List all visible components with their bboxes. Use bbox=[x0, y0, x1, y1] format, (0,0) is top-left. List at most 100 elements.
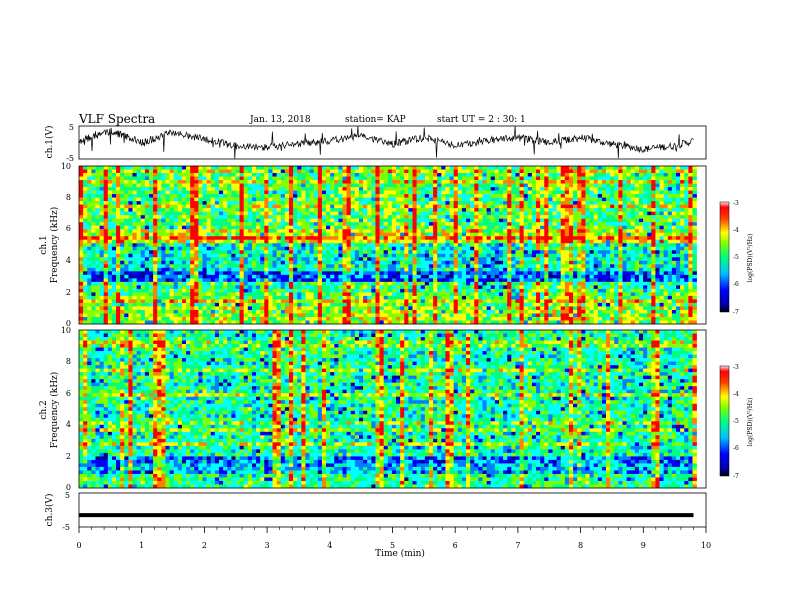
spectrogram-cell bbox=[330, 253, 335, 258]
spectrogram-cell bbox=[597, 267, 603, 272]
spectrogram-cell bbox=[680, 274, 685, 279]
spectrogram-cell bbox=[552, 253, 557, 258]
spectrogram-cell bbox=[194, 278, 199, 283]
spectrogram-cell bbox=[342, 204, 347, 209]
spectrogram-cell bbox=[610, 222, 615, 226]
spectrogram-cell bbox=[577, 218, 582, 223]
spectrogram-cell bbox=[527, 183, 533, 188]
spectrogram-cell bbox=[507, 190, 512, 195]
spectrogram-cell bbox=[375, 215, 380, 219]
spectrogram-cell bbox=[116, 197, 121, 202]
spectrogram-cell bbox=[680, 169, 685, 174]
spectrogram-cell bbox=[597, 208, 603, 212]
spectrogram-cell bbox=[387, 222, 393, 226]
spectrogram-cell bbox=[305, 246, 310, 251]
spectrogram-cell bbox=[457, 257, 463, 262]
spectrogram-cell bbox=[441, 260, 446, 265]
spectrogram-cell bbox=[482, 194, 487, 198]
spectrogram-cell bbox=[186, 201, 191, 205]
spectrogram-cell bbox=[116, 243, 121, 248]
spectrogram-cell bbox=[87, 222, 92, 226]
spectrogram-cell bbox=[247, 274, 253, 279]
spectrogram-cell bbox=[256, 225, 261, 230]
spectrogram-cell bbox=[103, 239, 109, 244]
spectrogram-cell bbox=[597, 201, 603, 205]
spectrogram-cell bbox=[527, 194, 533, 198]
spectrogram-cell bbox=[527, 257, 533, 262]
spectrogram-cell bbox=[165, 166, 170, 170]
spectrogram-cell bbox=[490, 194, 496, 198]
spectrogram-cell bbox=[622, 215, 627, 219]
spectrogram-cell bbox=[190, 218, 195, 223]
spectrogram-cell bbox=[494, 166, 500, 170]
spectrogram-cell bbox=[688, 176, 693, 181]
spectrogram-cell bbox=[223, 253, 228, 258]
spectrogram-cell bbox=[589, 225, 594, 230]
spectrogram-cell bbox=[173, 236, 179, 241]
spectrogram-cell bbox=[313, 183, 319, 188]
spectrogram-cell bbox=[144, 194, 150, 198]
spectrogram-cell bbox=[144, 197, 150, 202]
spectrogram-cell bbox=[161, 232, 166, 237]
spectrogram-cell bbox=[95, 218, 100, 223]
spectrogram-cell bbox=[280, 250, 286, 255]
spectrogram-cell bbox=[622, 253, 627, 258]
figure-title: VLF Spectra bbox=[78, 112, 155, 126]
spectrogram-cell bbox=[181, 183, 187, 188]
spectrogram-cell bbox=[622, 260, 627, 265]
spectrogram-cell bbox=[375, 190, 380, 195]
spectrogram-cell bbox=[428, 215, 434, 219]
spectrogram-cell bbox=[391, 218, 397, 223]
spectrogram-cell bbox=[610, 239, 615, 244]
spectrogram-cell bbox=[676, 176, 681, 181]
spectrogram-cell bbox=[643, 274, 648, 279]
spectrogram-cell bbox=[157, 239, 162, 244]
spectrogram-cell bbox=[490, 222, 496, 226]
spectrogram-cell bbox=[111, 187, 117, 191]
spectrogram-cell bbox=[478, 215, 483, 219]
spectrogram-cell bbox=[124, 204, 129, 209]
spectrogram-cell bbox=[288, 271, 294, 276]
spectrogram-cell bbox=[688, 271, 693, 276]
spectrogram-cell bbox=[186, 215, 191, 219]
spectrogram-cell bbox=[326, 250, 331, 255]
spectrogram-cell bbox=[268, 173, 273, 177]
spectrogram-cell bbox=[643, 278, 648, 283]
spectrogram-cell bbox=[457, 253, 463, 258]
spectrogram-cell bbox=[120, 281, 125, 286]
spectrogram-cell bbox=[552, 187, 557, 191]
spectrogram-cell bbox=[276, 243, 282, 248]
spectrogram-cell bbox=[161, 236, 166, 241]
spectrogram-cell bbox=[507, 166, 512, 170]
spectrogram-cell bbox=[433, 260, 438, 265]
spectrogram-cell bbox=[157, 166, 162, 170]
spectrogram-cell bbox=[165, 267, 170, 272]
spectrogram-cell bbox=[663, 194, 669, 198]
spectrogram-cell bbox=[260, 173, 265, 177]
spectrogram-cell bbox=[326, 243, 331, 248]
spectrogram-cell bbox=[445, 257, 450, 262]
spectrogram-cell bbox=[169, 271, 174, 276]
spectrogram-cell bbox=[210, 215, 216, 219]
spectrogram-cell bbox=[614, 222, 619, 226]
spectrogram-cell bbox=[321, 166, 327, 170]
spectrogram-cell bbox=[548, 204, 553, 209]
spectrogram-cell bbox=[177, 264, 183, 269]
spectrogram-cell bbox=[573, 229, 578, 234]
spectrogram-cell bbox=[519, 253, 524, 258]
spectrogram-cell bbox=[354, 257, 360, 262]
spectrogram-cell bbox=[548, 232, 553, 237]
spectrogram-cell bbox=[124, 169, 129, 174]
spectrogram-cell bbox=[247, 183, 253, 188]
spectrogram-cell bbox=[692, 211, 697, 216]
spectrogram-cell bbox=[103, 257, 109, 262]
spectrogram-cell bbox=[309, 190, 314, 195]
spectrogram-cell bbox=[136, 169, 142, 174]
spectrogram-cell bbox=[519, 183, 524, 188]
spectrogram-cell bbox=[400, 260, 405, 265]
spectrogram-cell bbox=[111, 274, 117, 279]
spectrogram-cell bbox=[223, 225, 228, 230]
spectrogram-cell bbox=[165, 257, 170, 262]
spectrogram-cell bbox=[284, 187, 290, 191]
spectrogram-cell bbox=[99, 194, 105, 198]
